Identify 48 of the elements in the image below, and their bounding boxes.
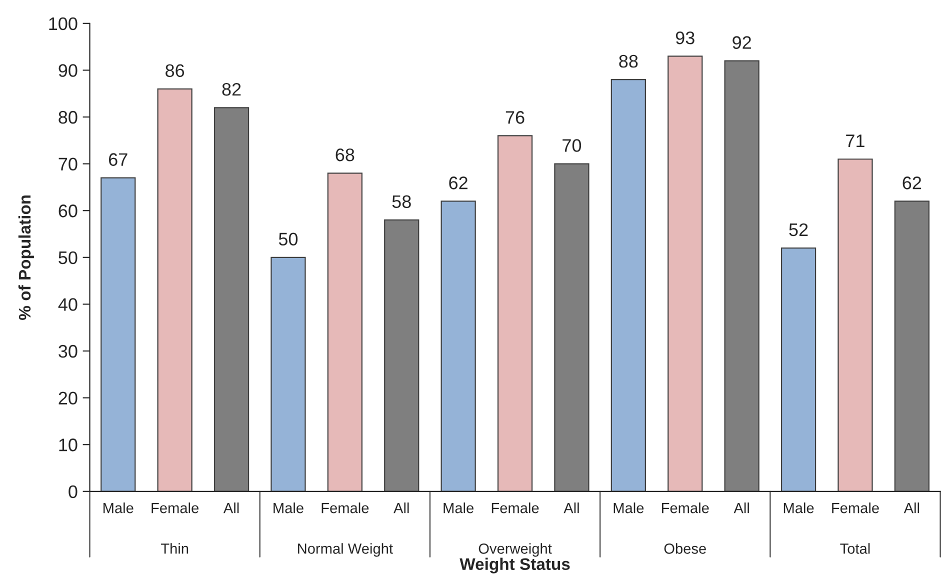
x-tick-label: All [734, 502, 749, 514]
x-axis-title: Weight Status [460, 558, 570, 574]
x-tick-label: All [223, 502, 239, 514]
text: Obese [664, 543, 706, 554]
x-tick-label: All [904, 502, 920, 514]
y-tick-label: 20 [58, 392, 78, 405]
x-tick-label: Female [492, 502, 539, 514]
x-tick-label: Male [784, 502, 814, 514]
x-tick-label: Female [832, 502, 879, 514]
x-tick-label: Female [662, 502, 709, 514]
data-label: 62 [902, 176, 922, 190]
x-tick-label: Male [614, 502, 644, 514]
y-tick-label: 90 [58, 64, 78, 77]
data-label: 71 [846, 134, 864, 148]
y-axis-title: % of Population [18, 195, 34, 320]
data-label: 50 [278, 232, 298, 246]
data-label: 62 [449, 176, 468, 190]
x-tick-label: Male [274, 502, 304, 514]
data-label: 82 [222, 82, 241, 96]
data-label: 67 [109, 153, 128, 166]
x-tick-label: Female [152, 502, 198, 514]
y-tick-label: 0 [68, 485, 78, 498]
text: Total [840, 543, 870, 554]
x-tick-label: All [564, 502, 579, 514]
data-label: 58 [392, 195, 411, 208]
data-label: 86 [166, 64, 184, 78]
data-label: 76 [506, 111, 524, 124]
x-tick-label: Female [322, 502, 369, 514]
y-tick-label: 50 [58, 251, 78, 264]
y-tick-label: 70 [58, 158, 78, 171]
text: Overweight [478, 543, 552, 557]
x-tick-label: All [394, 502, 409, 514]
data-label: 70 [562, 139, 582, 152]
y-tick-label: 80 [58, 110, 78, 124]
y-tick-label: 60 [58, 204, 78, 218]
y-tick-label: 10 [59, 438, 78, 452]
data-label: 52 [789, 223, 808, 236]
x-tick-label: Male [444, 502, 474, 514]
y-tick-label: 30 [58, 344, 78, 358]
y-tick-label: 100 [49, 17, 78, 30]
data-label: 88 [619, 54, 638, 68]
y-tick-label: 40 [58, 298, 78, 311]
data-label: 93 [676, 31, 694, 44]
text: Thin [160, 543, 188, 554]
data-label: 92 [732, 36, 751, 49]
data-label: 68 [336, 148, 354, 162]
x-tick-label: Male [104, 502, 134, 514]
text: Normal Weight [298, 543, 393, 557]
